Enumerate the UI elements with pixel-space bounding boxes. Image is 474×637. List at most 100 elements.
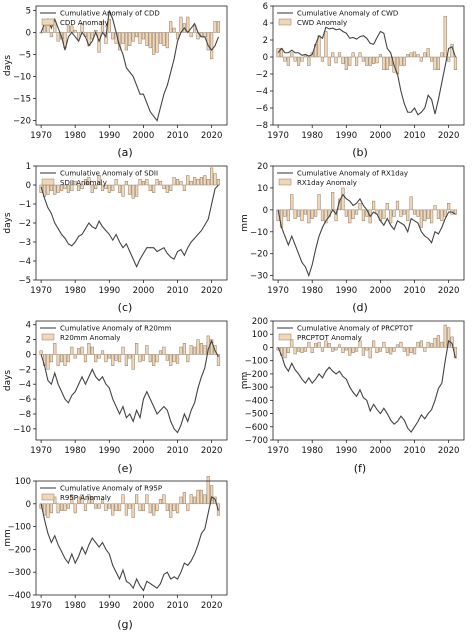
anomaly-bar <box>60 184 64 191</box>
anomaly-bar <box>141 32 146 40</box>
y-tick-label: −3 <box>18 238 31 248</box>
anomaly-bar <box>46 25 50 33</box>
anomaly-bar <box>121 32 125 44</box>
anomaly-bar <box>63 184 67 190</box>
x-tick-label: 2000 <box>133 286 155 296</box>
legend-bar-label: RX1day Anomaly <box>297 179 357 187</box>
x-tick-label: 2020 <box>201 131 223 141</box>
x-tick-label: 2010 <box>167 601 189 611</box>
anomaly-bar <box>49 32 53 38</box>
y-tick-label: 0 <box>26 181 31 191</box>
anomaly-bar <box>46 184 50 195</box>
anomaly-bar <box>392 347 396 352</box>
anomaly-bar <box>440 341 444 348</box>
anomaly-bar <box>107 503 111 509</box>
anomaly-bar <box>416 209 420 217</box>
anomaly-bar <box>440 209 444 222</box>
anomaly-bar <box>182 184 186 191</box>
anomaly-bar <box>358 340 362 348</box>
y-tick-label: −1 <box>18 200 31 210</box>
x-tick-label: 1970 <box>30 446 52 456</box>
legend-line-label: Cumulative Anomaly of RX1day <box>297 170 408 178</box>
anomaly-bar <box>216 179 221 186</box>
anomaly-bar <box>196 339 200 355</box>
anomaly-bar <box>73 180 77 186</box>
anomaly-bar <box>351 52 355 58</box>
chart-e: 4 2 0 −2 −4 −6 −8 −10 1970 1980 1990 2000 2010 2020 da… <box>3 320 228 456</box>
anomaly-bar <box>216 354 221 366</box>
y-tick-label: 20 <box>257 162 268 172</box>
anomaly-bar <box>165 503 169 511</box>
anomaly-bar <box>317 341 321 348</box>
anomaly-bar <box>186 16 190 33</box>
y-tick-label: 4 <box>26 321 31 331</box>
y-tick-label: −100 <box>8 523 31 533</box>
anomaly-bar <box>447 327 451 348</box>
anomaly-bar <box>131 32 135 42</box>
panel-a: 5 0 −5 −10 −15 −20 1970 1980 1990 2000 2010 2020 day… <box>0 0 237 145</box>
x-tick-label: 1980 <box>301 446 323 456</box>
anomaly-bar <box>361 347 365 356</box>
y-tick-label: −2 <box>18 219 31 229</box>
anomaly-bar <box>320 347 325 352</box>
anomaly-bar <box>276 48 280 58</box>
x-tick-label: 2000 <box>133 131 155 141</box>
anomaly-bar <box>100 350 105 355</box>
y-tick-label: −300 <box>8 568 31 578</box>
anomaly-bar <box>111 32 115 40</box>
x-tick-label: 2000 <box>370 446 392 456</box>
panel-c: 1 0 −1 −2 −3 −4 −5 1970 1980 1990 2000 2010 2020 days… <box>0 160 237 300</box>
anomaly-bar <box>104 32 108 44</box>
panel-label-e: (e) <box>117 462 133 475</box>
anomaly-bar <box>189 32 193 38</box>
y-axis-label: days <box>3 370 13 392</box>
anomaly-bar <box>107 184 111 193</box>
anomaly-bar <box>382 209 386 219</box>
anomaly-bar <box>100 184 105 191</box>
anomaly-bar <box>324 340 328 348</box>
x-tick-label: 1990 <box>99 601 121 611</box>
y-tick-label: 200 <box>252 317 268 327</box>
anomaly-bar <box>100 498 105 505</box>
anomaly-bar <box>111 503 115 516</box>
anomaly-bar <box>114 354 118 361</box>
anomaly-bar <box>293 56 297 62</box>
anomaly-bar <box>196 489 200 505</box>
anomaly-bar <box>300 209 304 222</box>
anomaly-bar <box>189 345 193 355</box>
anomaly-bar <box>131 184 135 199</box>
anomaly-bar <box>210 485 214 505</box>
x-tick-label: 1970 <box>267 131 289 141</box>
anomaly-bar <box>447 203 451 211</box>
anomaly-bar <box>303 209 307 215</box>
anomaly-bar <box>210 339 214 355</box>
anomaly-bar <box>300 56 304 62</box>
y-tick-label: −15 <box>13 95 31 105</box>
anomaly-bar <box>385 347 389 353</box>
legend-bar-swatch <box>278 333 292 341</box>
anomaly-bar <box>361 209 365 222</box>
y-tick-label: −10 <box>13 425 31 435</box>
y-tick-label: −2 <box>18 365 31 375</box>
legend-bar-label: SDII Anomaly <box>60 179 107 187</box>
y-tick-label: −4 <box>18 380 31 390</box>
x-tick-label: 1980 <box>64 601 86 611</box>
anomaly-bar <box>155 503 159 511</box>
x-tick-label: 2020 <box>201 601 223 611</box>
panel-label-d: (d) <box>352 301 368 314</box>
x-tick-label: 1980 <box>64 131 86 141</box>
x-tick-label: 1970 <box>30 286 52 296</box>
y-tick-label: −8 <box>18 410 31 420</box>
anomaly-bar <box>155 32 159 53</box>
anomaly-bar <box>60 503 64 511</box>
anomaly-bar <box>406 54 410 58</box>
anomaly-bar <box>436 335 440 348</box>
anomaly-bar <box>372 340 376 348</box>
anomaly-bar <box>344 347 348 351</box>
anomaly-bar <box>206 476 210 505</box>
x-tick-label: 2020 <box>201 286 223 296</box>
anomaly-bar <box>117 503 122 511</box>
anomaly-bar <box>331 52 335 58</box>
anomaly-bar <box>53 343 57 355</box>
